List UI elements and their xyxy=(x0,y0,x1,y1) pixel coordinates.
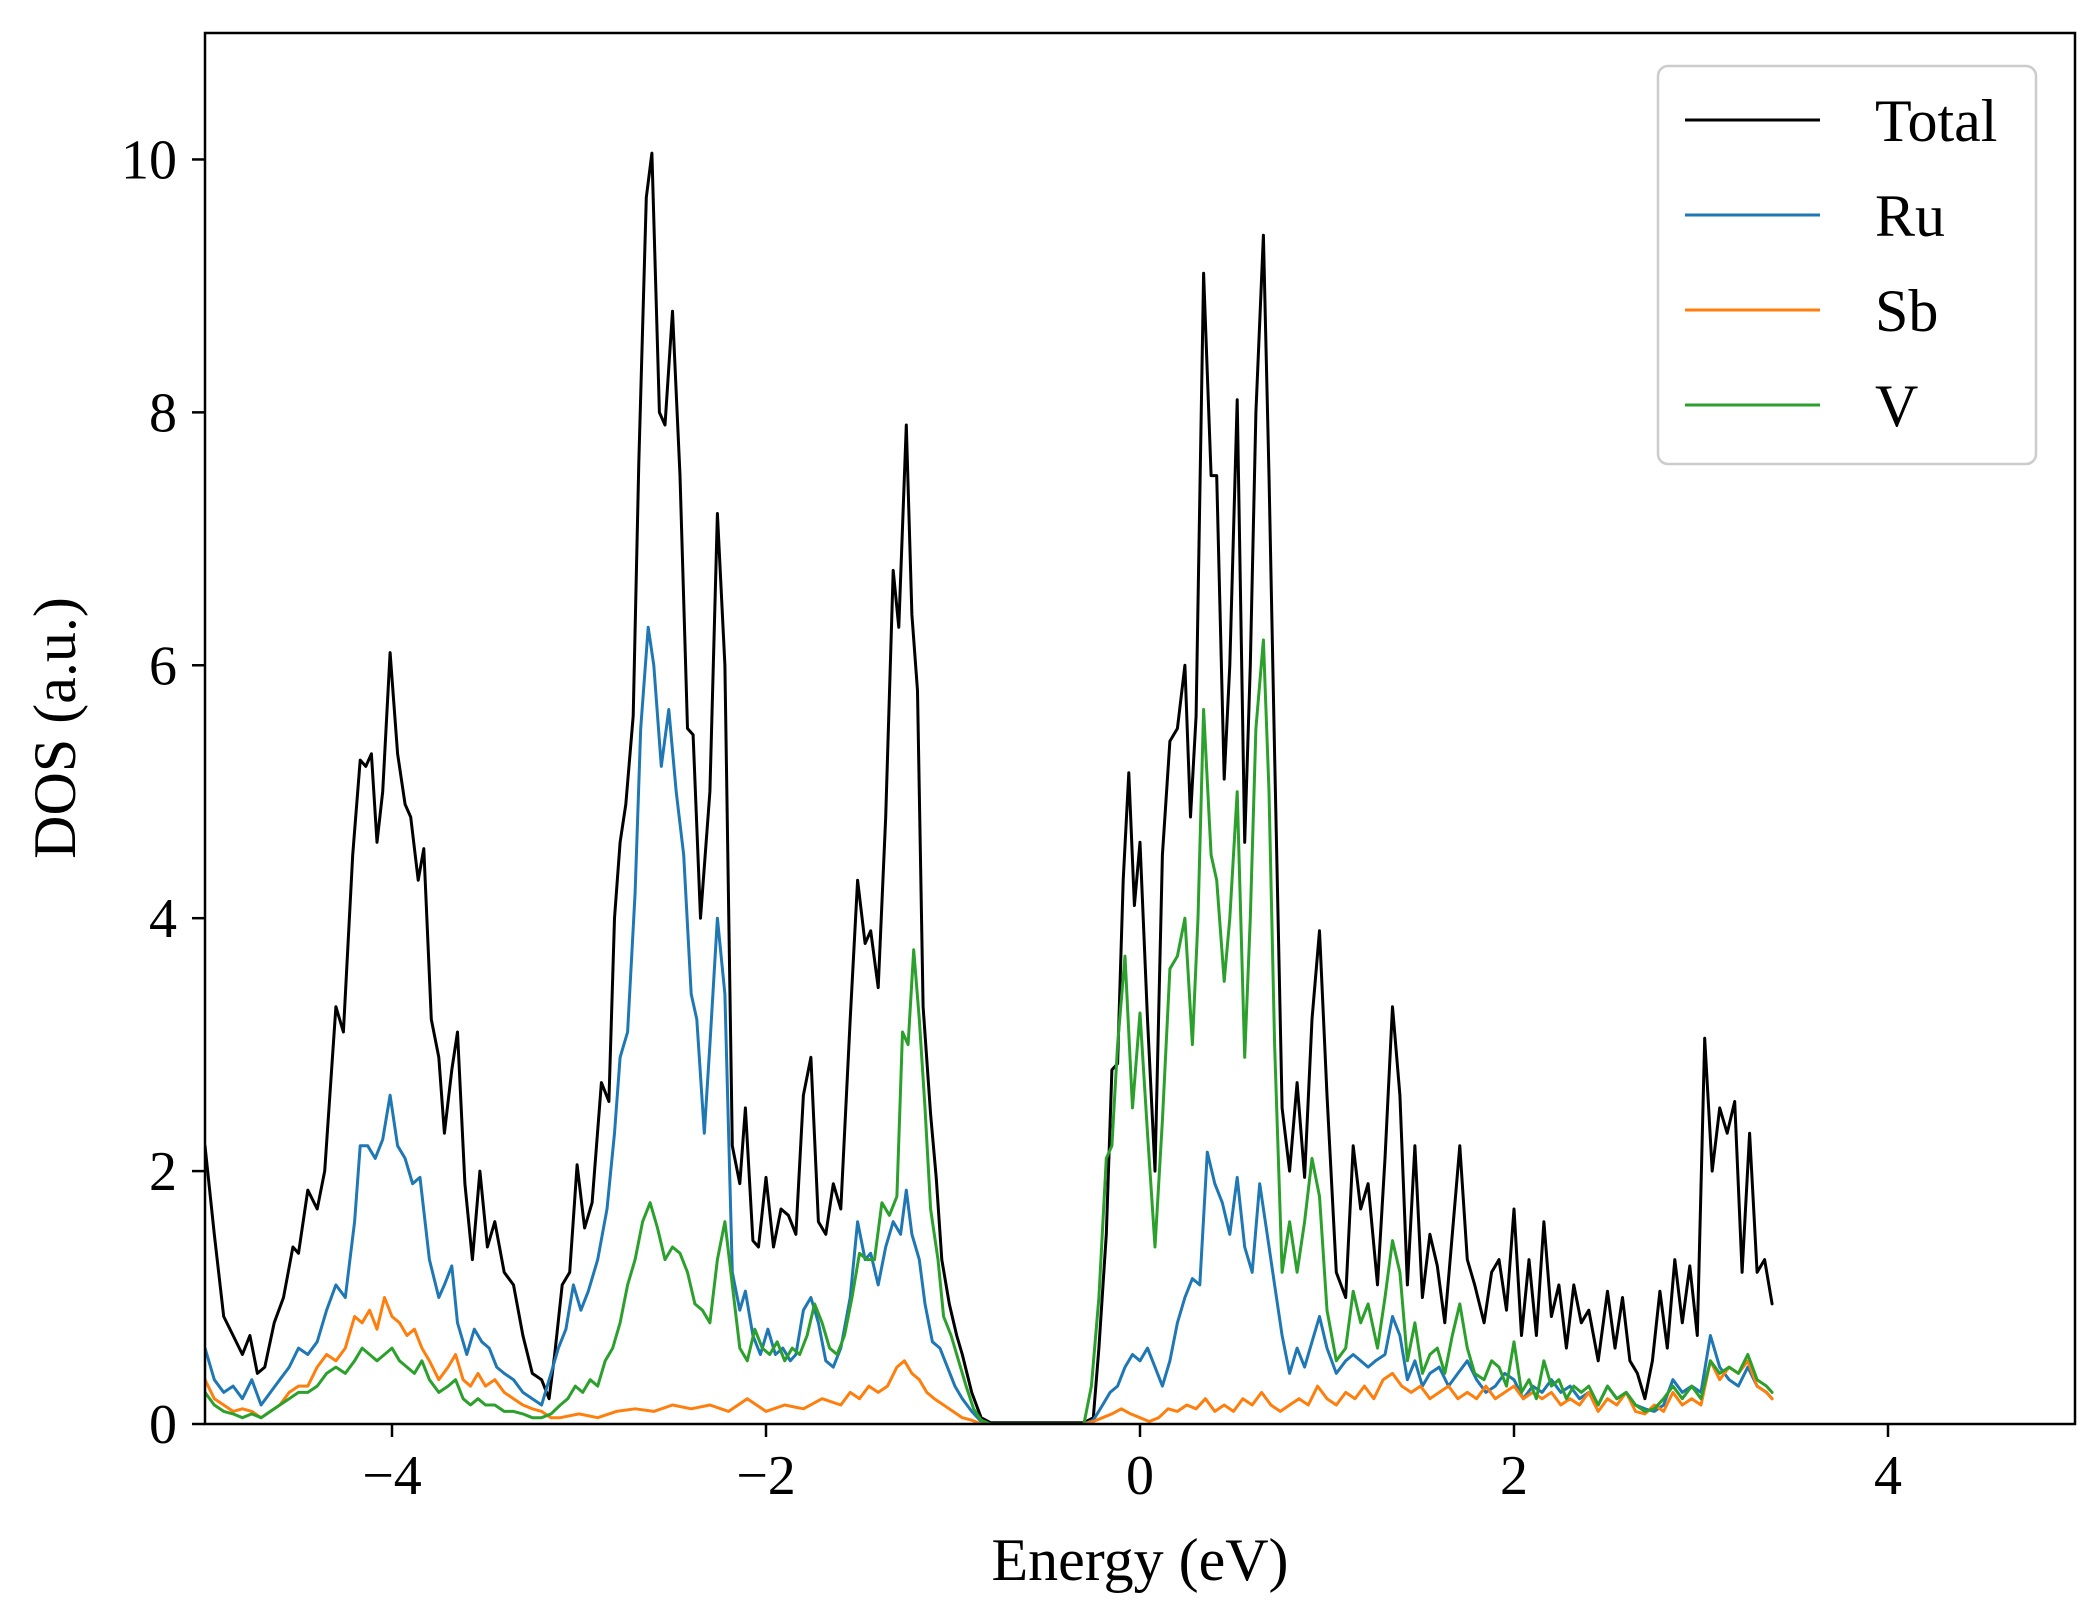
x-axis-ticks: −4 −2 0 2 4 xyxy=(362,1424,1902,1507)
y-tick-label: 2 xyxy=(149,1141,177,1203)
legend-label-v: V xyxy=(1875,373,1918,439)
x-tick-label: −4 xyxy=(362,1445,422,1507)
legend-label-sb: Sb xyxy=(1875,278,1938,344)
x-tick-label: 2 xyxy=(1500,1445,1528,1507)
series-line-total xyxy=(205,151,1774,1424)
legend-label-total: Total xyxy=(1875,88,1997,154)
y-axis-ticks: 0 2 4 6 8 10 xyxy=(121,129,205,1456)
x-tick-label: −2 xyxy=(736,1445,796,1507)
series-layer xyxy=(205,151,1774,1424)
y-tick-label: 10 xyxy=(121,129,177,191)
y-axis-label: DOS (a.u.) xyxy=(22,597,88,859)
x-tick-label: 4 xyxy=(1874,1445,1902,1507)
legend-label-ru: Ru xyxy=(1875,183,1945,249)
y-tick-label: 4 xyxy=(149,888,177,950)
y-tick-label: 0 xyxy=(149,1394,177,1456)
x-tick-label: 0 xyxy=(1126,1445,1154,1507)
legend-box xyxy=(1656,64,2038,466)
legend: Total Ru Sb V xyxy=(1656,64,2038,466)
y-tick-label: 8 xyxy=(149,382,177,444)
series-line-v xyxy=(205,638,1774,1424)
x-axis-label: Energy (eV) xyxy=(991,1527,1288,1593)
y-tick-label: 6 xyxy=(149,635,177,697)
